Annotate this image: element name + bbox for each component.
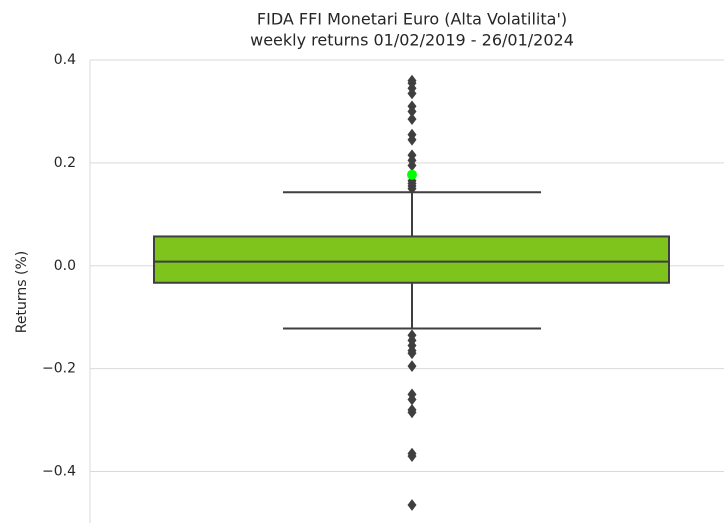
y-axis-label: Returns (%) bbox=[14, 251, 30, 333]
outlier bbox=[407, 360, 417, 372]
y-tick-label: −0.4 bbox=[42, 464, 76, 480]
y-tick-label: 0.4 bbox=[54, 52, 76, 68]
chart-title: FIDA FFI Monetari Euro (Alta Volatilita'… bbox=[257, 10, 567, 29]
outlier bbox=[407, 113, 417, 126]
highlight-point bbox=[407, 169, 417, 180]
outlier bbox=[407, 393, 417, 406]
outlier bbox=[407, 347, 417, 360]
chart-subtitle: weekly returns 01/02/2019 - 26/01/2024 bbox=[250, 31, 574, 50]
outlier bbox=[407, 450, 417, 462]
box bbox=[153, 235, 670, 284]
y-tick-label: −0.2 bbox=[42, 361, 76, 377]
y-tick-label: 0.0 bbox=[54, 258, 76, 274]
y-tick-label: 0.2 bbox=[54, 155, 76, 171]
outlier bbox=[407, 182, 417, 195]
outlier bbox=[407, 406, 417, 419]
outlier bbox=[407, 133, 417, 146]
outlier bbox=[407, 499, 417, 511]
outlier bbox=[407, 87, 417, 100]
outlier bbox=[407, 159, 417, 172]
outlier bbox=[407, 105, 417, 118]
